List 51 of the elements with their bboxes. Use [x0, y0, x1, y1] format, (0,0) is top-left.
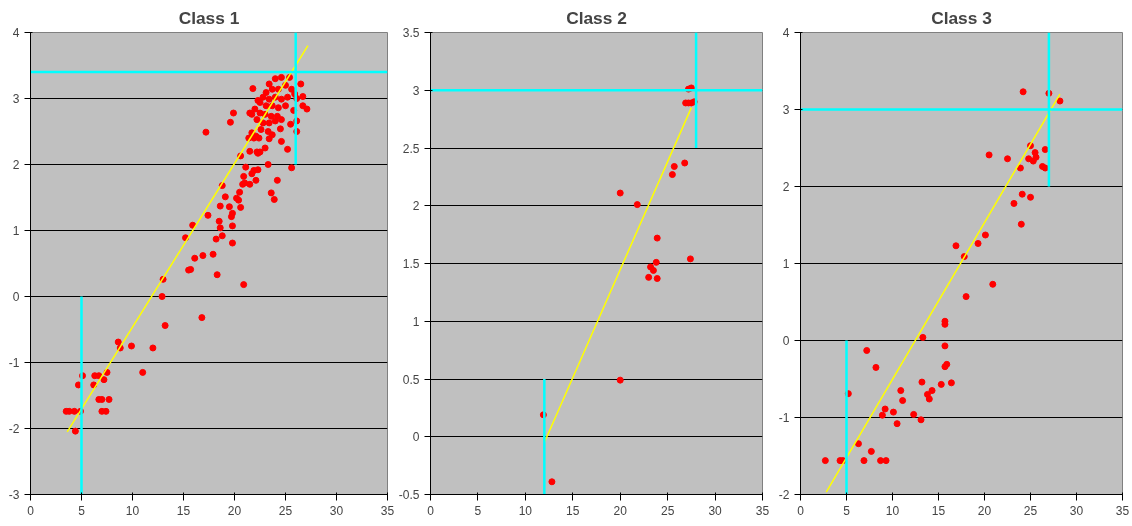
y-tick-label: 3 [12, 92, 20, 106]
chart-title: Class 1 [178, 7, 240, 28]
x-tick-label: 35 [1115, 503, 1130, 518]
x-tick-label: 15 [566, 503, 580, 518]
x-tick-label: 25 [1023, 503, 1038, 518]
x-tick-label: 20 [977, 503, 992, 518]
x-tick-label: 0 [797, 503, 805, 518]
y-tick-label: 0 [12, 290, 20, 304]
x-tick-label: 35 [380, 503, 395, 518]
x-tick-label: 20 [613, 503, 628, 518]
chart-title: Class 2 [566, 7, 627, 28]
y-tick-label: -1 [778, 411, 790, 425]
y-tick-label: -3 [8, 488, 20, 502]
x-tick-label: 15 [931, 503, 946, 518]
x-tick-label: 25 [278, 503, 293, 518]
y-tick-label: 2 [12, 158, 20, 172]
y-tick-label: -2 [778, 488, 790, 502]
y-tick-label: 3 [782, 103, 790, 117]
y-tick-label: 2 [412, 199, 420, 214]
y-tick-label: 1 [412, 314, 420, 329]
x-tick-label: 5 [78, 503, 86, 518]
x-tick-label: 25 [660, 503, 675, 518]
y-tick-label: 0.5 [402, 372, 420, 387]
y-tick-label: -2 [8, 422, 20, 436]
y-tick-label: 1 [782, 257, 790, 271]
x-tick-label: 15 [176, 503, 191, 518]
y-tick-label: 1.5 [402, 257, 420, 271]
x-tick-label: 10 [885, 503, 900, 518]
x-tick-label: 35 [755, 503, 770, 518]
y-tick-label: 4 [782, 26, 790, 40]
x-tick-label: 30 [1069, 503, 1084, 518]
y-tick-label: 4 [12, 26, 20, 40]
y-tick-label: 1 [12, 224, 20, 238]
x-tick-label: 0 [27, 503, 35, 518]
chart-title: Class 3 [931, 7, 993, 28]
x-tick-label: 10 [125, 503, 140, 518]
y-tick-label: 3 [412, 83, 420, 98]
x-tick-label: 20 [227, 503, 242, 518]
x-tick-label: 5 [474, 503, 482, 518]
x-tick-label: 5 [843, 503, 851, 518]
y-tick-label: -1 [8, 356, 20, 370]
x-tick-label: 0 [427, 503, 435, 518]
y-tick-label: 3.5 [402, 26, 420, 40]
y-tick-label: 0 [782, 334, 790, 348]
y-tick-label: -0.5 [398, 488, 420, 502]
y-tick-label: 0 [412, 430, 420, 445]
x-tick-label: 30 [329, 503, 344, 518]
x-tick-label: 10 [518, 503, 533, 518]
x-tick-label: 30 [708, 503, 723, 518]
y-tick-label: 2 [782, 180, 790, 194]
y-tick-label: 2.5 [402, 141, 420, 156]
